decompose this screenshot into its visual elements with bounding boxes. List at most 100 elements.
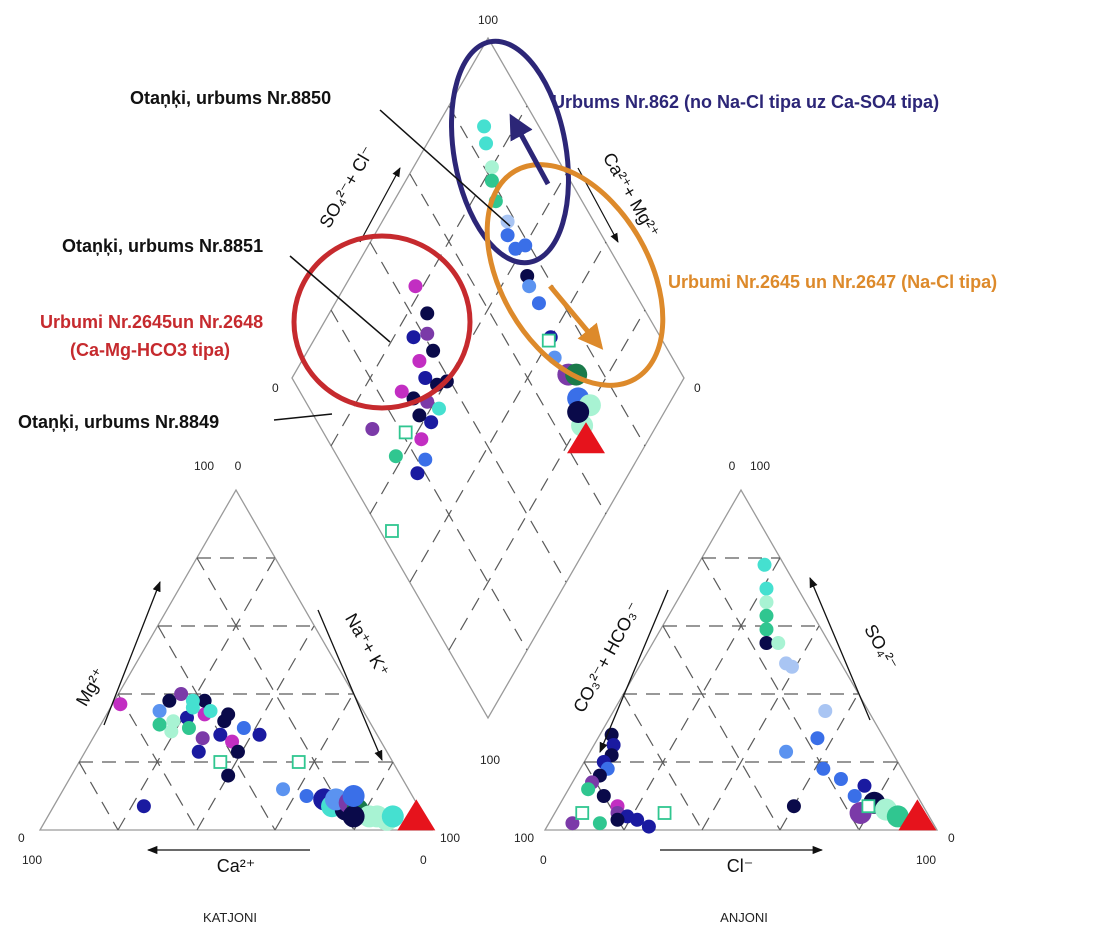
anion-tick-right-bottom: 100 — [916, 853, 936, 867]
anion-point — [592, 816, 607, 831]
orange-trend-arrow — [548, 284, 604, 350]
anion-open-square — [575, 806, 590, 820]
diamond-point — [479, 136, 494, 151]
cation-right-label: Na⁺+ K⁺ — [341, 610, 393, 680]
anion-point — [596, 789, 611, 803]
anion-point — [759, 608, 774, 623]
diamond-point — [477, 119, 492, 134]
cation-tick-right: 100 — [440, 831, 460, 845]
cation-reference-triangle — [397, 799, 436, 831]
anion-point — [786, 799, 801, 814]
diamond-tick-bottom: 100 — [480, 753, 500, 767]
annotation-otanki-8849: Otaņķi, urbums Nr.8849 — [18, 412, 219, 432]
cation-right-arrow — [317, 609, 383, 761]
anion-point — [757, 557, 772, 572]
diamond-tick-right: 0 — [694, 381, 701, 395]
diamond-open-square — [541, 333, 556, 348]
diamond-point — [531, 296, 546, 311]
anion-open-square — [861, 799, 876, 814]
anion-point — [886, 805, 909, 828]
diamond-open-square — [398, 425, 413, 440]
diamond-point — [420, 326, 435, 341]
cation-point — [152, 717, 167, 732]
anion-point — [641, 819, 656, 834]
anion-point — [847, 789, 862, 803]
anion-point — [610, 812, 625, 827]
cation-markers — [113, 687, 436, 831]
red-group-ellipse — [291, 233, 473, 411]
cation-tick-top-right: 0 — [235, 459, 242, 473]
anion-point — [759, 581, 774, 596]
anion-point — [779, 744, 794, 759]
annotation-otanki-8851: Otaņķi, urbums Nr.8851 — [62, 236, 263, 256]
anion-open-square — [657, 806, 672, 820]
cation-bottom-label: Ca²⁺ — [217, 856, 256, 876]
diamond-point — [484, 173, 499, 188]
cation-point — [230, 744, 245, 759]
cation-point — [197, 693, 212, 708]
diamond-tick-left: 0 — [272, 381, 279, 395]
cation-point — [213, 727, 228, 742]
cation-point — [162, 693, 177, 708]
diamond-point — [414, 432, 429, 447]
diamond-point — [500, 228, 515, 243]
anion-point — [833, 772, 848, 786]
diamond-point — [522, 279, 537, 294]
diamond-point — [406, 330, 421, 345]
cation-point — [191, 744, 206, 759]
diamond-tick-top: 100 — [478, 13, 498, 27]
anion-tick-left: 100 — [514, 831, 534, 845]
anion-point — [759, 636, 774, 650]
orange-group-ellipse — [484, 162, 666, 388]
anion-triangle-outline — [543, 488, 939, 831]
leader-8849 — [273, 413, 333, 421]
cation-triangle: Mg²⁺ Na⁺+ K⁺ Ca²⁺ 100 0 0 100 100 0 KATJ… — [18, 459, 460, 925]
cation-point — [381, 805, 404, 828]
cation-point — [136, 799, 151, 814]
diamond-point — [418, 452, 433, 467]
cation-footer-title: KATJONI — [203, 910, 257, 925]
cation-left-arrow — [103, 581, 161, 726]
cation-point — [221, 768, 236, 783]
cation-point — [342, 785, 365, 807]
anion-point — [857, 778, 872, 793]
anion-grid — [583, 557, 899, 831]
diamond-point — [408, 279, 423, 294]
diamond-point — [412, 354, 427, 368]
leader-8851 — [289, 255, 391, 343]
cation-point — [203, 704, 218, 718]
anion-markers — [565, 557, 937, 834]
anion-footer-title: ANJONI — [720, 910, 768, 925]
diamond-point — [518, 238, 533, 253]
diamond-point — [424, 415, 439, 430]
anion-point — [810, 731, 825, 746]
cation-open-square — [291, 755, 306, 769]
cation-point — [195, 731, 210, 746]
anion-tick-left-bottom: 0 — [540, 853, 547, 867]
cation-point — [342, 805, 365, 828]
annotation-otanki-8850: Otaņķi, urbums Nr.8850 — [130, 88, 331, 108]
cation-tick-top-left: 100 — [194, 459, 214, 473]
anion-point — [784, 659, 799, 674]
diamond-outline — [291, 36, 685, 720]
cation-triangle-outline — [38, 488, 434, 831]
cation-tick-left-bottom: 100 — [22, 853, 42, 867]
anion-right-arrow — [809, 577, 871, 721]
cation-open-square — [213, 755, 228, 769]
cation-left-label: Mg²⁺ — [72, 664, 110, 709]
annotation-shapes — [273, 38, 666, 421]
diamond-point — [394, 384, 409, 399]
anion-point — [759, 622, 774, 637]
anion-tick-top-right: 100 — [750, 459, 770, 473]
annotation-urbums-862: Urbums Nr.862 (no Na-Cl tipa uz Ca-SO4 t… — [552, 92, 939, 112]
cation-point — [299, 789, 314, 803]
cation-point — [225, 734, 240, 749]
diamond-point — [567, 401, 590, 423]
diamond-left-arrow — [359, 167, 401, 243]
diamond-left-label: SO₄²⁻+ Cl⁻ — [315, 143, 378, 232]
anion-tick-right: 0 — [948, 831, 955, 845]
anion-triangle: CO₃²⁻+ HCO₃⁻ SO₄²⁻ Cl⁻ 0 100 100 0 0 100… — [514, 459, 955, 925]
cation-point — [236, 721, 251, 735]
leader-8850 — [379, 109, 511, 227]
cation-point — [174, 687, 189, 701]
